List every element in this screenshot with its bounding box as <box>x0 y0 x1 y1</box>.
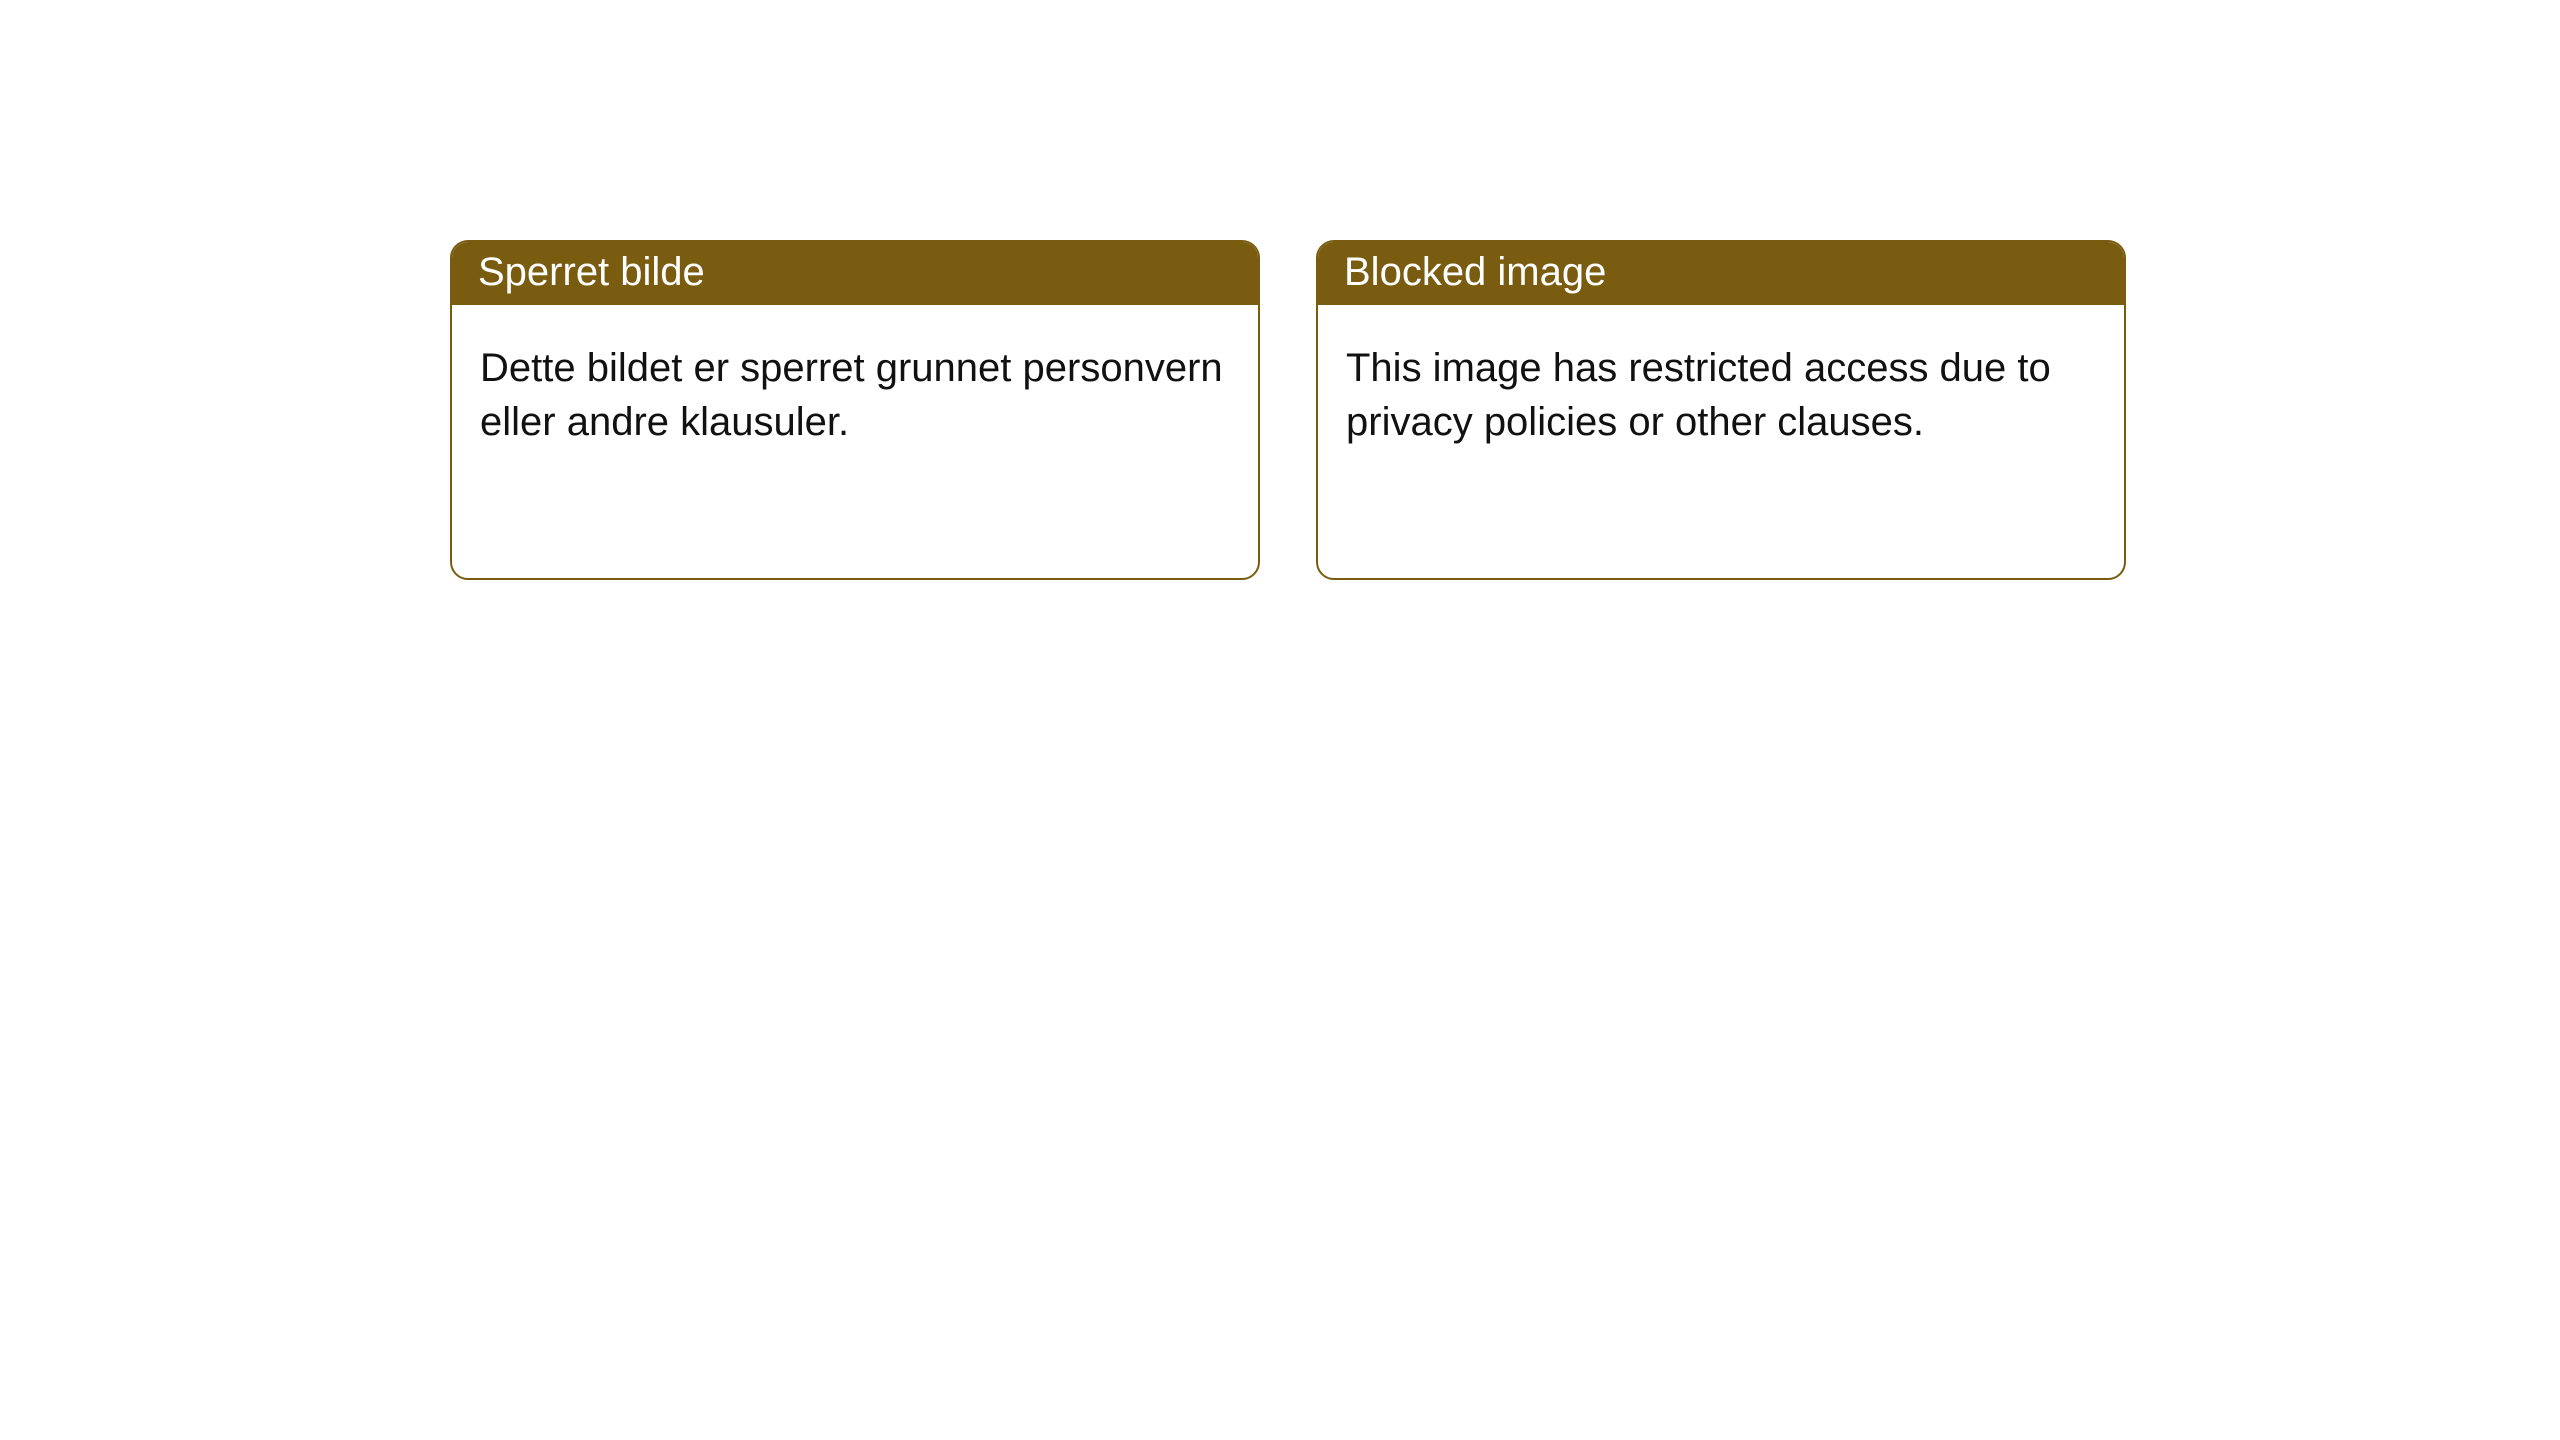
notice-card-norwegian: Sperret bilde Dette bildet er sperret gr… <box>450 240 1260 580</box>
notice-header: Blocked image <box>1318 242 2124 305</box>
notice-body: This image has restricted access due to … <box>1318 305 2124 485</box>
notice-card-english: Blocked image This image has restricted … <box>1316 240 2126 580</box>
notice-container: Sperret bilde Dette bildet er sperret gr… <box>0 0 2560 580</box>
notice-body: Dette bildet er sperret grunnet personve… <box>452 305 1258 485</box>
notice-header: Sperret bilde <box>452 242 1258 305</box>
